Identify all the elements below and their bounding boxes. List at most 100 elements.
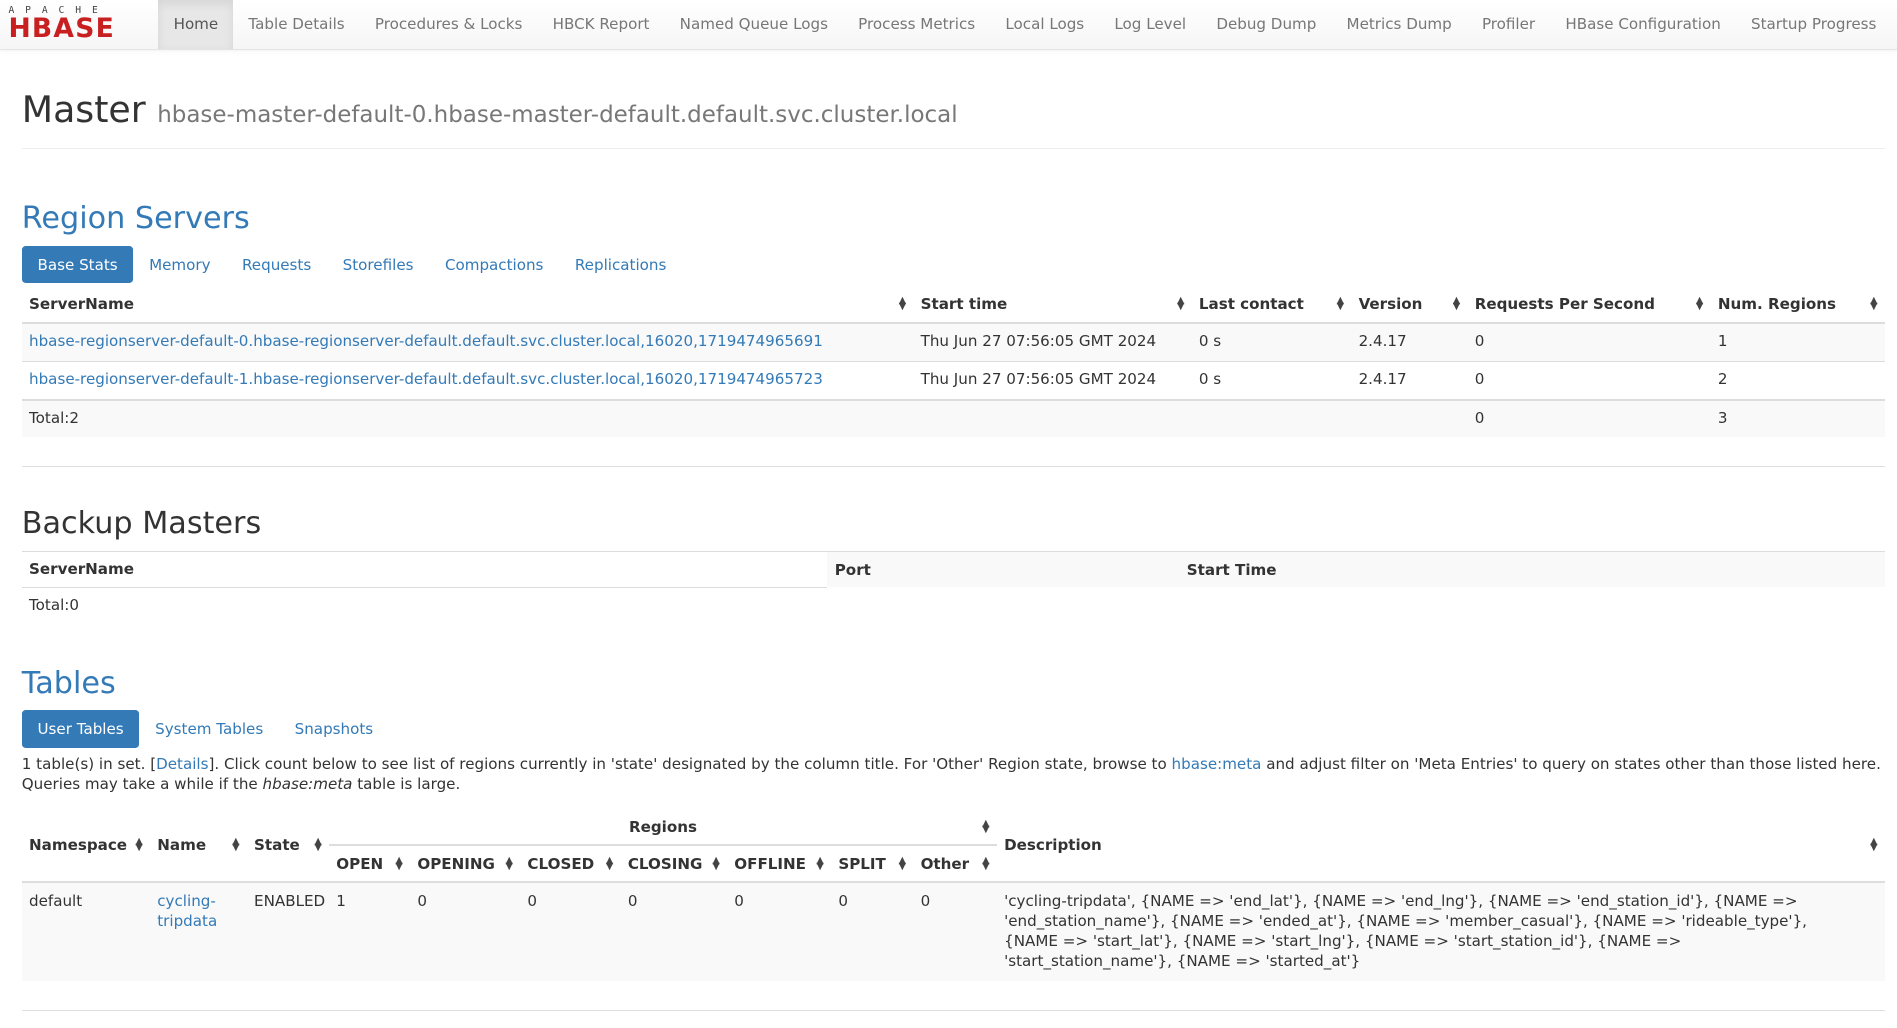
total-row: Total:2 0 3 [21,399,1885,438]
nav-hbck-report[interactable]: HBCK Report [552,15,650,34]
total-cell: Total:2 [21,399,914,438]
sort-icon[interactable]: ▲ ▼ [898,854,907,872]
column-header-other[interactable]: Other ▲ ▼ [913,845,997,884]
description-cell: 'cycling-tripdata', {NAME => 'end_lat'},… [996,881,1885,982]
cell: hbase-regionserver-default-1.hbase-regio… [21,360,914,400]
column-header-regions[interactable]: Regions ▲ ▼ [329,809,997,847]
nav-debug-dump[interactable]: Debug Dump [1216,15,1317,34]
table-row: hbase-regionserver-default-0.hbase-regio… [21,322,1885,362]
nav-home[interactable]: Home [158,0,234,49]
cell: hbase-regionserver-default-0.hbase-regio… [21,322,914,362]
tab-base-stats[interactable]: Base Stats [21,245,134,284]
name-cell: cycling-tripdata [150,881,247,982]
column-header-split[interactable]: SPLIT ▲ ▼ [831,845,914,884]
nav-process-metrics[interactable]: Process Metrics [858,15,976,34]
sort-icon[interactable]: ▲ ▼ [605,854,614,872]
region-count-cell[interactable]: 0 [620,881,728,982]
sort-icon[interactable]: ▲ ▼ [1452,295,1461,313]
table-row: hbase-regionserver-default-1.hbase-regio… [21,360,1885,400]
hbase-meta-link[interactable]: hbase:meta [1171,754,1262,773]
table-name-link[interactable]: cycling-tripdata [157,891,218,930]
column-header-name[interactable]: Name ▲ ▼ [150,809,247,884]
nav-named-queue-logs[interactable]: Named Queue Logs [679,15,828,34]
nav-startup-progress[interactable]: Startup Progress [1751,15,1877,34]
cell: Thu Jun 27 07:56:05 GMT 2024 [913,360,1192,400]
region-count-cell[interactable]: 0 [913,881,997,982]
sort-icon[interactable]: ▲ ▼ [982,817,990,835]
region-count-cell[interactable]: 0 [727,881,832,982]
column-header-closing[interactable]: CLOSING ▲ ▼ [620,845,728,884]
region-count-cell[interactable]: 0 [410,881,521,982]
tab-requests[interactable]: Requests [241,255,312,274]
sort-icon[interactable]: ▲ ▼ [1336,295,1345,313]
table-row: default cycling-tripdata ENABLED 1 0 0 0 0 0 0'cy… [21,881,1885,982]
sort-icon[interactable]: ▲ ▼ [505,854,513,872]
sort-icon[interactable]: ▲ ▼ [1176,295,1185,313]
total-cell [1191,399,1352,438]
cell: 1 [1710,322,1885,362]
cell: 2.4.17 [1351,360,1468,400]
tables-info: 1 table(s) in set. [Details]. Click coun… [21,754,1881,793]
column-header-offline[interactable]: OFFLINE ▲ ▼ [727,845,832,884]
column-header-description[interactable]: Description ▲ ▼ [996,809,1885,884]
region-servers-table: ServerName ▲ ▼ Start time ▲ ▼ Last contact ▲ … [21,286,1885,438]
nav-table-details[interactable]: Table Details [248,15,345,34]
sort-icon[interactable]: ▲ ▼ [232,836,240,854]
top-navbar: APACHE HBASE Home Table Details Procedures … [0,0,1897,50]
cell: 0 [1467,322,1711,362]
column-header-closed[interactable]: CLOSED ▲ ▼ [520,845,621,884]
sort-icon[interactable]: ▲ ▼ [982,854,990,872]
region-server-link[interactable]: hbase-regionserver-default-0.hbase-regio… [29,332,823,351]
column-header-start-time: Start Time [1179,551,1885,588]
sort-icon[interactable]: ▲ ▼ [1870,295,1878,313]
hbase-logo[interactable]: APACHE HBASE [0,0,158,49]
nav-profiler[interactable]: Profiler [1481,15,1536,34]
sort-icon[interactable]: ▲ ▼ [1870,836,1878,854]
tab-snapshots[interactable]: Snapshots [294,720,374,739]
column-header-last-contact[interactable]: Last contact ▲ ▼ [1191,286,1352,324]
cell: 0 s [1191,322,1352,362]
backup-masters-total: Total:0 [29,596,80,615]
sort-icon[interactable]: ▲ ▼ [1695,295,1704,313]
logo-main-text: HBASE [8,13,115,45]
total-cell: 0 [1467,399,1711,438]
tab-compactions[interactable]: Compactions [444,255,544,274]
cell: 2 [1710,360,1885,400]
region-servers-heading: Region Servers [21,201,250,237]
tab-storefiles[interactable]: Storefiles [342,255,414,274]
column-header-open[interactable]: OPEN ▲ ▼ [329,845,411,884]
tab-system-tables[interactable]: System Tables [155,720,264,739]
nav-log-level[interactable]: Log Level [1114,15,1187,34]
column-header-namespace[interactable]: Namespace ▲ ▼ [21,809,150,884]
details-link[interactable]: Details [156,754,209,773]
column-header-version[interactable]: Version ▲ ▼ [1351,286,1468,324]
column-header-servername[interactable]: ServerName ▲ ▼ [21,286,914,324]
total-cell [913,399,1192,438]
column-header-opening[interactable]: OPENING ▲ ▼ [410,845,521,884]
sort-icon[interactable]: ▲ ▼ [898,295,907,313]
user-tables-table: Namespace ▲ ▼ Name ▲ ▼ State ▲ ▼ Regions ▲ ▼ Des… [21,809,1885,982]
column-header-state[interactable]: State ▲ ▼ [246,809,330,884]
region-count-cell[interactable]: 1 [329,881,411,982]
page-title: Master hbase-master-default-0.hbase-mast… [21,88,1885,150]
nav-procedures-locks[interactable]: Procedures & Locks [374,15,523,34]
nav-hbase-configuration[interactable]: HBase Configuration [1565,15,1721,34]
sort-icon[interactable]: ▲ ▼ [135,836,143,854]
column-header-num-regions[interactable]: Num. Regions ▲ ▼ [1710,286,1885,324]
nav-local-logs[interactable]: Local Logs [1005,15,1085,34]
tab-replications[interactable]: Replications [574,255,667,274]
tab-memory[interactable]: Memory [149,255,211,274]
region-count-cell[interactable]: 0 [831,881,914,982]
sort-icon[interactable]: ▲ ▼ [712,854,720,872]
column-header-start-time[interactable]: Start time ▲ ▼ [913,286,1192,324]
sort-icon[interactable]: ▲ ▼ [395,854,403,872]
region-server-link[interactable]: hbase-regionserver-default-1.hbase-regio… [29,370,823,389]
total-cell [1351,399,1468,438]
nav-metrics-dump[interactable]: Metrics Dump [1346,15,1452,34]
region-count-cell[interactable]: 0 [520,881,621,982]
column-header-servername: ServerName [21,551,828,588]
column-header-requests-per-second[interactable]: Requests Per Second ▲ ▼ [1467,286,1711,324]
sort-icon[interactable]: ▲ ▼ [314,836,322,854]
tab-user-tables[interactable]: User Tables [21,710,140,748]
sort-icon[interactable]: ▲ ▼ [816,854,824,872]
